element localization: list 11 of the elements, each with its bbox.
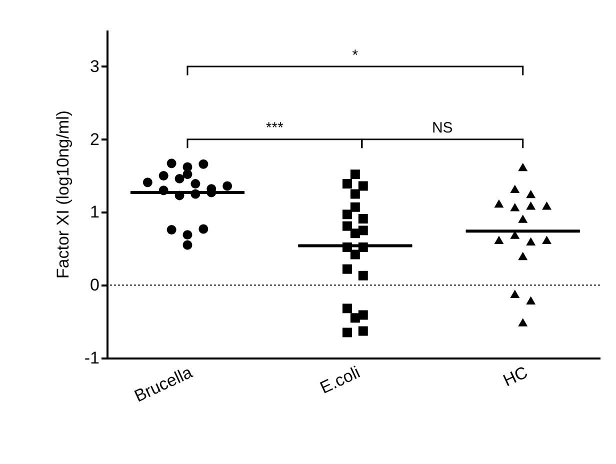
y-tick-label: 0 xyxy=(90,276,100,295)
annotation: NS xyxy=(432,120,453,137)
annotation: * xyxy=(352,46,358,64)
y-tick-label: 3 xyxy=(90,56,100,76)
x-tick-label: E.coli xyxy=(317,362,363,398)
annotation: *** xyxy=(266,120,284,137)
x-tick-label: HC xyxy=(500,362,531,390)
y-tick-label: -1 xyxy=(84,348,100,368)
y-tick-label: 2 xyxy=(90,130,100,149)
y-axis-title: Factor XI (log10ng/ml) xyxy=(53,110,72,279)
y-tick-label: 1 xyxy=(90,202,100,222)
